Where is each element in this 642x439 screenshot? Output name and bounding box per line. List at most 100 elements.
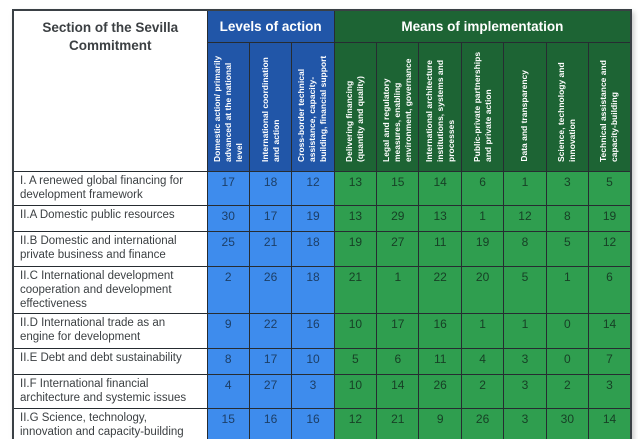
table-row: II.B Domestic and international private … bbox=[12, 231, 632, 267]
value-cell: 18 bbox=[291, 231, 335, 267]
value-cell: 22 bbox=[418, 265, 462, 315]
value-cell: 5 bbox=[503, 265, 547, 315]
value-cell: 26 bbox=[418, 374, 462, 410]
table-row: II.A Domestic public resources 30 17 19 13 29… bbox=[12, 205, 632, 232]
value-cell: 10 bbox=[291, 348, 335, 376]
value-cell: 6 bbox=[460, 171, 505, 206]
value-cell: 21 bbox=[333, 265, 378, 315]
value-cell: 3 bbox=[503, 408, 547, 439]
column-header-label: Legal and regulatory measures, enabling … bbox=[381, 58, 414, 162]
value-cell: 1 bbox=[460, 313, 505, 350]
value-cell: 3 bbox=[291, 374, 335, 410]
column-header-means-2: Legal and regulatory measures, enabling … bbox=[376, 42, 420, 172]
value-cell: 9 bbox=[418, 408, 462, 439]
value-cell: 16 bbox=[291, 313, 335, 350]
value-cell: 9 bbox=[206, 313, 250, 350]
value-cell: 14 bbox=[376, 374, 420, 410]
table-row: II.F International financial architectur… bbox=[12, 374, 632, 410]
sevilla-commitment-table: Section of the Sevilla Commitment Levels… bbox=[12, 9, 632, 439]
table-row: II.E Debt and debt sustainability 8 17 10 5 6… bbox=[12, 348, 632, 376]
value-cell: 6 bbox=[376, 348, 420, 376]
value-cell: 17 bbox=[206, 171, 250, 206]
value-cell: 16 bbox=[291, 408, 335, 439]
column-header-means-7: Technical assistance and capacity-buildi… bbox=[588, 42, 632, 172]
value-cell: 27 bbox=[248, 374, 293, 410]
column-header-means-3: International architecture institutions,… bbox=[418, 42, 462, 172]
value-cell: 4 bbox=[206, 374, 250, 410]
value-cell: 30 bbox=[545, 408, 590, 439]
value-cell: 17 bbox=[248, 205, 293, 232]
value-cell: 29 bbox=[376, 205, 420, 232]
value-cell: 1 bbox=[545, 265, 590, 315]
table-row: II.D International trade as an engine fo… bbox=[12, 313, 632, 350]
value-cell: 16 bbox=[418, 313, 462, 350]
value-cell: 19 bbox=[460, 231, 505, 267]
value-cell: 17 bbox=[248, 348, 293, 376]
column-header-label: Public-private partnerships and private … bbox=[471, 51, 493, 162]
value-cell: 16 bbox=[248, 408, 293, 439]
value-cell: 22 bbox=[248, 313, 293, 350]
value-cell: 5 bbox=[545, 231, 590, 267]
column-headers-row: Domestic action/ primarily advanced at t… bbox=[13, 42, 632, 172]
value-cell: 13 bbox=[418, 205, 462, 232]
value-cell: 3 bbox=[503, 348, 547, 376]
value-cell: 4 bbox=[460, 348, 505, 376]
value-cell: 18 bbox=[248, 171, 293, 206]
column-header-label: International coordination and action bbox=[259, 57, 281, 162]
column-header-label: Cross-border technical assistance, capac… bbox=[296, 55, 329, 162]
value-cell: 8 bbox=[503, 231, 547, 267]
value-cell: 21 bbox=[248, 231, 293, 267]
value-cell: 12 bbox=[588, 231, 632, 267]
value-cell: 15 bbox=[206, 408, 250, 439]
value-cell: 13 bbox=[333, 205, 378, 232]
row-label: II.F International financial architectur… bbox=[12, 374, 208, 410]
value-cell: 10 bbox=[333, 313, 378, 350]
column-header-means-6: Science, technology and innovation bbox=[545, 42, 590, 172]
value-cell: 12 bbox=[291, 171, 335, 206]
value-cell: 11 bbox=[418, 231, 462, 267]
value-cell: 10 bbox=[333, 374, 378, 410]
levels-of-action-group-header: Levels of action bbox=[206, 9, 335, 43]
value-cell: 18 bbox=[291, 265, 335, 315]
group-header-row: Section of the Sevilla Commitment Levels… bbox=[12, 9, 632, 172]
value-cell: 3 bbox=[545, 171, 590, 206]
value-cell: 5 bbox=[588, 171, 632, 206]
value-cell: 19 bbox=[291, 205, 335, 232]
column-header-label: Science, technology and innovation bbox=[556, 62, 578, 162]
value-cell: 14 bbox=[588, 313, 632, 350]
row-label: II.B Domestic and international private … bbox=[12, 231, 208, 267]
value-cell: 3 bbox=[588, 374, 632, 410]
value-cell: 2 bbox=[460, 374, 505, 410]
column-header-means-5: Data and transparency bbox=[503, 42, 547, 172]
value-cell: 14 bbox=[418, 171, 462, 206]
table-row: II.G Science, technology, innovation and… bbox=[12, 408, 632, 439]
value-cell: 12 bbox=[503, 205, 547, 232]
value-cell: 8 bbox=[206, 348, 250, 376]
value-cell: 7 bbox=[588, 348, 632, 376]
value-cell: 6 bbox=[588, 265, 632, 315]
value-cell: 17 bbox=[376, 313, 420, 350]
value-cell: 25 bbox=[206, 231, 250, 267]
column-header-levels-2: International coordination and action bbox=[248, 42, 293, 172]
value-cell: 26 bbox=[460, 408, 505, 439]
value-cell: 19 bbox=[333, 231, 378, 267]
value-cell: 3 bbox=[503, 374, 547, 410]
value-cell: 21 bbox=[376, 408, 420, 439]
value-cell: 5 bbox=[333, 348, 378, 376]
means-of-implementation-group-header: Means of implementation bbox=[333, 9, 632, 43]
value-cell: 1 bbox=[376, 265, 420, 315]
row-label: II.D International trade as an engine fo… bbox=[12, 313, 208, 350]
row-label: II.E Debt and debt sustainability bbox=[12, 348, 208, 376]
value-cell: 20 bbox=[460, 265, 505, 315]
row-label: II.G Science, technology, innovation and… bbox=[12, 408, 208, 439]
value-cell: 11 bbox=[418, 348, 462, 376]
value-cell: 8 bbox=[545, 205, 590, 232]
row-label: II.C International development cooperati… bbox=[12, 265, 208, 315]
column-header-label: Domestic action/ primarily advanced at t… bbox=[211, 55, 244, 162]
value-cell: 1 bbox=[503, 171, 547, 206]
value-cell: 1 bbox=[460, 205, 505, 232]
value-cell: 1 bbox=[503, 313, 547, 350]
corner-header: Section of the Sevilla Commitment bbox=[12, 9, 208, 172]
value-cell: 30 bbox=[206, 205, 250, 232]
